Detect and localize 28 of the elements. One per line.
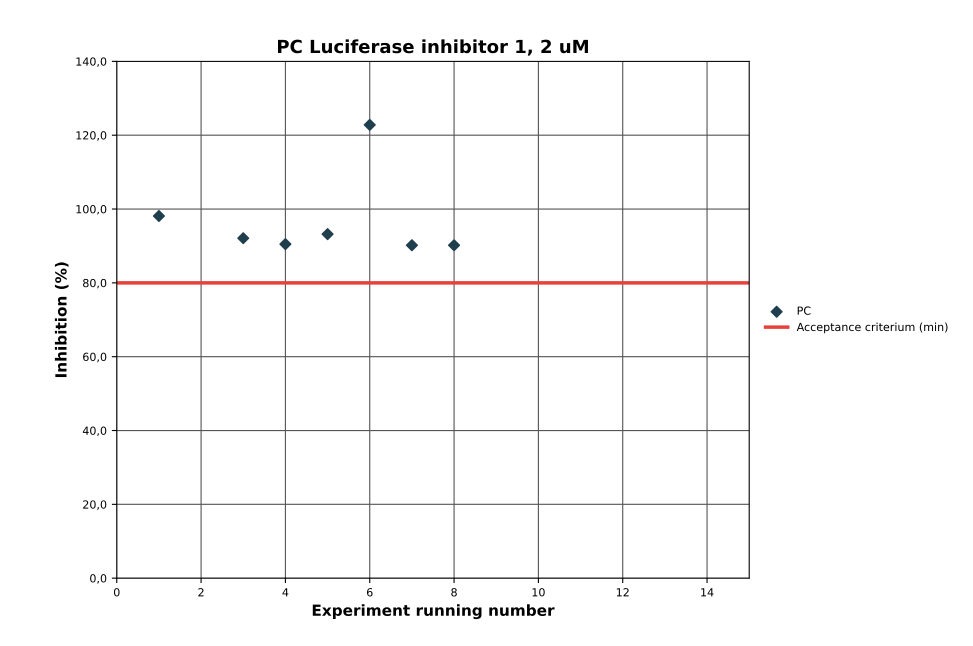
x-tick-label: 8 [451,588,457,596]
legend-label: Acceptance criterium (min) [796,322,948,334]
y-tick-label: 0,0 [90,574,106,584]
chart-title: PC Luciferase inhibitor 1, 2 uM [278,39,588,56]
point [364,118,376,131]
y-tick-label: 140,0 [76,57,106,67]
point [448,239,460,252]
x-tick-label: 6 [366,588,373,596]
x-tick-label: 0 [114,588,120,596]
point [237,232,250,244]
y-tick-label: 120,0 [76,131,106,141]
x-tick-label: 14 [701,588,714,596]
point [279,238,292,250]
y-axis-title: Inhibition (%) [54,262,69,378]
x-tick-label: 4 [282,588,288,596]
y-tick-label: 20,0 [83,500,106,510]
x-tick-label: 10 [532,588,545,596]
y-tick-label: 100,0 [76,205,106,215]
y-tick-label: 60,0 [83,352,106,362]
point [406,239,418,252]
y-tick-label: 80,0 [83,278,106,288]
y-tick-label: 40,0 [82,426,106,436]
x-axis-title: Experiment running number [312,604,555,620]
legend-label: PC [798,306,810,315]
point [322,228,334,240]
x-tick-label: 12 [616,588,629,596]
point [152,210,165,222]
x-tick-label: 2 [198,588,204,596]
